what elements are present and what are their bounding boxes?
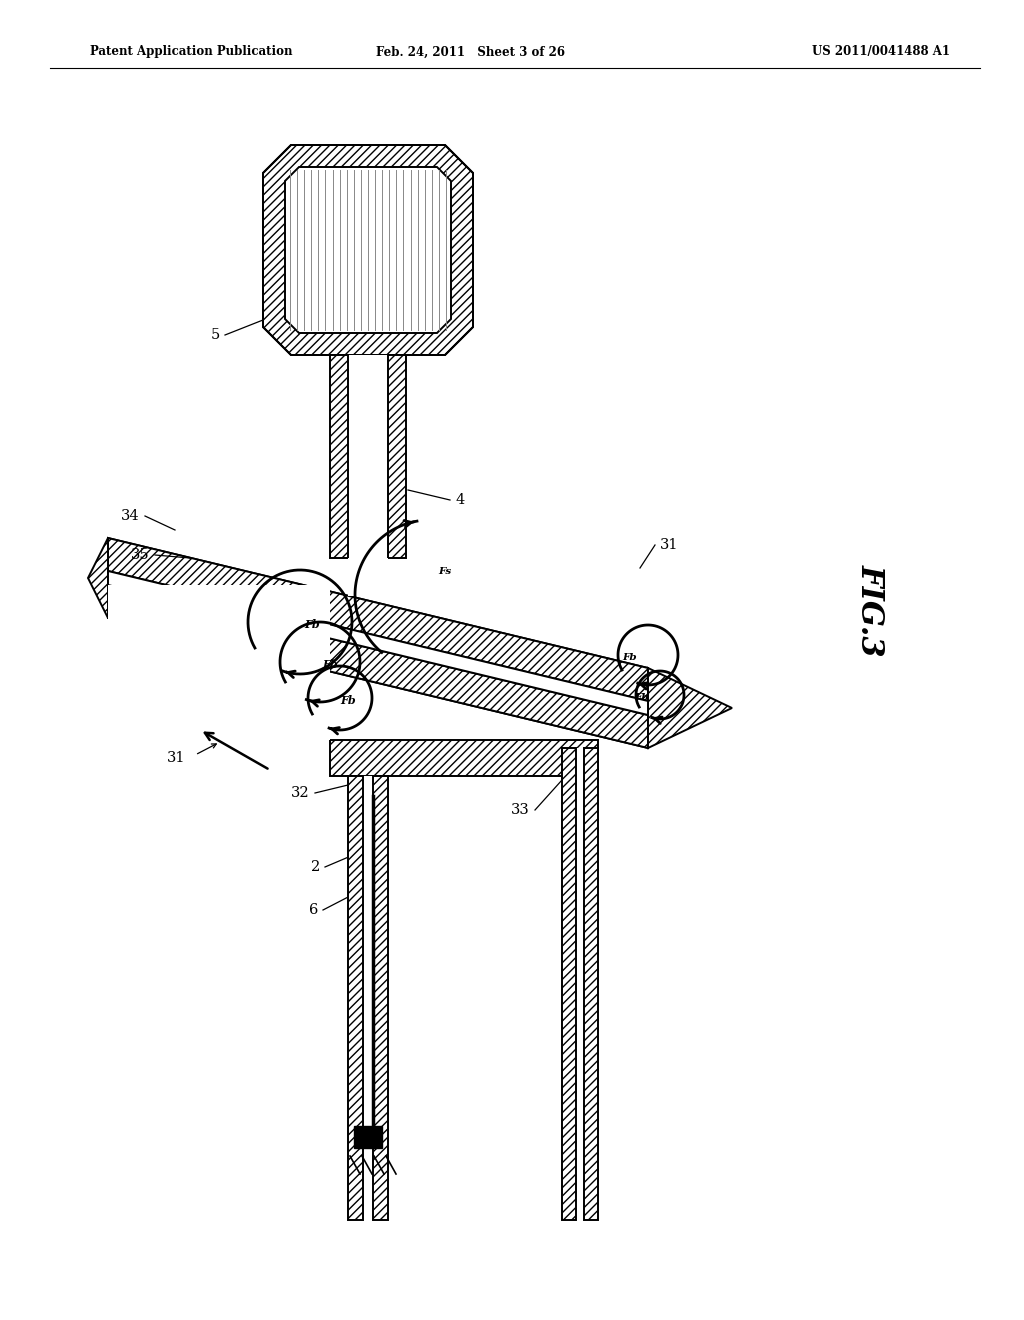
Bar: [354, 1126, 382, 1148]
Text: 4: 4: [455, 492, 464, 507]
Polygon shape: [108, 539, 648, 748]
Polygon shape: [330, 355, 348, 558]
Text: 2: 2: [310, 861, 319, 874]
Text: Fb: Fb: [340, 694, 355, 705]
Polygon shape: [373, 776, 388, 1220]
Text: 31: 31: [167, 751, 185, 766]
Text: 34: 34: [122, 510, 140, 523]
Polygon shape: [108, 572, 648, 715]
Bar: [108, 585, 330, 741]
Bar: [348, 558, 388, 597]
Polygon shape: [285, 168, 451, 333]
Polygon shape: [648, 668, 732, 748]
Polygon shape: [330, 741, 598, 776]
Text: Fs: Fs: [438, 568, 452, 577]
Polygon shape: [584, 748, 598, 1220]
Bar: [362, 776, 373, 1220]
Bar: [348, 355, 388, 558]
Text: 30: 30: [150, 612, 168, 627]
Polygon shape: [108, 539, 648, 701]
Text: 33: 33: [511, 803, 530, 817]
Text: Patent Application Publication: Patent Application Publication: [90, 45, 293, 58]
Bar: [575, 748, 584, 1220]
Polygon shape: [562, 748, 575, 1220]
Text: 31: 31: [660, 539, 679, 552]
Polygon shape: [88, 539, 108, 618]
Text: 35: 35: [131, 548, 150, 562]
Polygon shape: [388, 355, 406, 558]
Text: Fb: Fb: [635, 693, 649, 701]
Text: Fb: Fb: [623, 652, 637, 661]
Text: 5: 5: [211, 327, 220, 342]
Text: 32: 32: [292, 785, 310, 800]
Polygon shape: [108, 585, 648, 748]
Text: Fb: Fb: [304, 619, 319, 630]
Polygon shape: [348, 776, 362, 1220]
Text: 6: 6: [308, 903, 318, 917]
Text: FIG.3: FIG.3: [854, 564, 886, 656]
Text: Fb: Fb: [323, 659, 338, 669]
Text: Feb. 24, 2011   Sheet 3 of 26: Feb. 24, 2011 Sheet 3 of 26: [376, 45, 564, 58]
Text: US 2011/0041488 A1: US 2011/0041488 A1: [812, 45, 950, 58]
Polygon shape: [263, 145, 473, 355]
